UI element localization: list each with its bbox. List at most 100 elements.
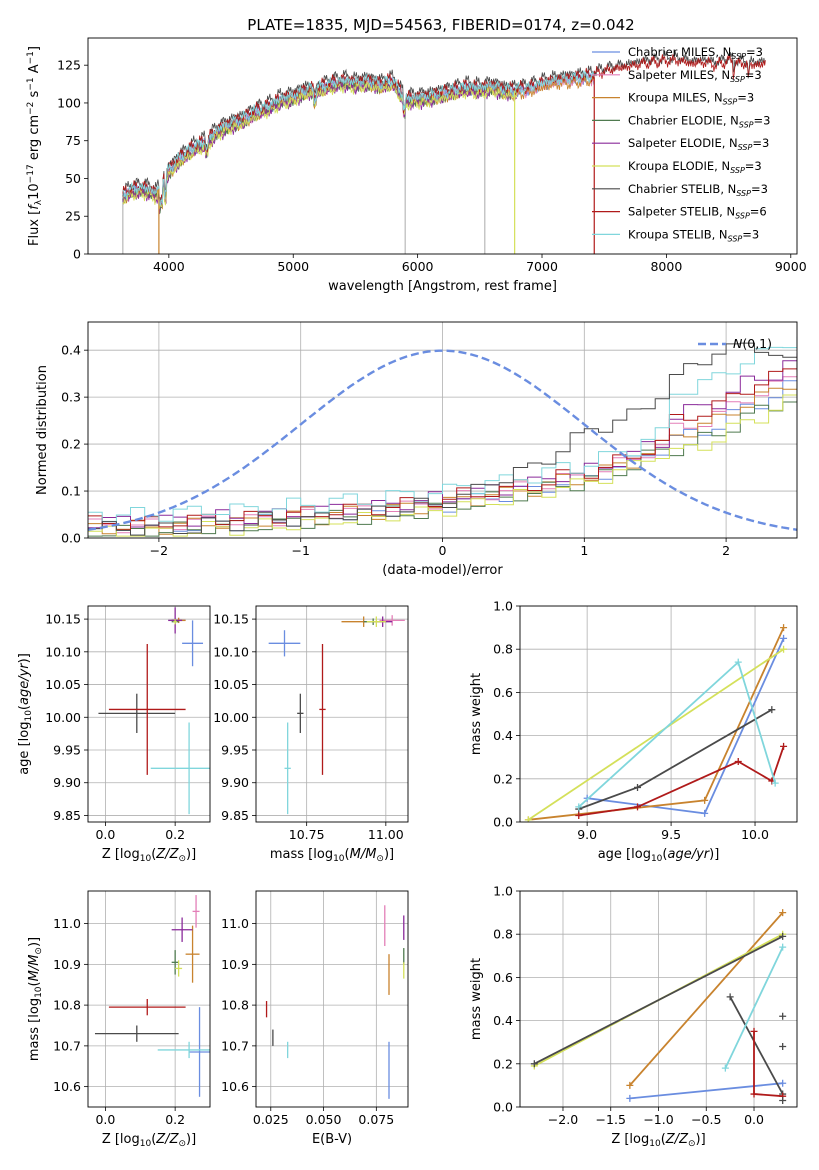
x-tick-label: 0 — [439, 543, 447, 558]
legend-entry: N(0,1) — [733, 336, 772, 351]
y-tick-label: 0.8 — [493, 642, 513, 657]
y-tick-label: 10.15 — [213, 612, 249, 627]
y-tick-label: 0.2 — [493, 771, 513, 786]
label-part: SSP — [730, 166, 745, 175]
label-part: =3 — [754, 113, 771, 127]
label-part: Chabrier STELIB, N — [628, 182, 736, 196]
label-part: Z/Z — [665, 1132, 689, 1147]
label-part: ⊙ — [34, 947, 44, 955]
label-part: mass [log — [270, 847, 333, 862]
mass-weight-marker — [768, 706, 776, 714]
x-tick-label: 7000 — [526, 259, 558, 274]
y-tick-label: 0.4 — [61, 343, 81, 358]
y-tick-label: 9.95 — [221, 743, 249, 758]
histogram-line — [88, 368, 797, 531]
x-tick-label: −2 — [150, 543, 168, 558]
label-part: mass [log — [27, 998, 42, 1061]
mass-weight-vs-metallicity-panel: −2.0 −1.5 −1.0 −0.5 0.0 0.0 0.2 0.4 0.6 0.8 1.0 Z [… — [469, 884, 798, 1149]
axes-frame — [519, 890, 798, 1108]
mass-weight-marker — [530, 1060, 538, 1068]
label-part: ⊙ — [688, 1139, 696, 1149]
y-axis-label: age [log10(age/yr)] — [17, 653, 34, 775]
axes-frame — [87, 321, 798, 539]
label-part: )] — [186, 847, 196, 862]
plot-area — [520, 606, 797, 822]
histogram-line — [88, 336, 797, 522]
legend-entry: Kroupa STELIB, NSSP=3 — [628, 227, 759, 243]
label-part: ⊙ — [178, 854, 186, 864]
x-tick-label: 2 — [722, 543, 730, 558]
label-part: −1 — [26, 51, 36, 64]
label-part: wavelength [Angstrom, rest frame] — [328, 279, 557, 294]
mass-weight-vs-age-panel: 9.0 9.5 10.0 0.0 0.2 0.4 0.6 0.8 1.0 age [log10(a… — [469, 599, 798, 864]
y-tick-label: 10.05 — [45, 677, 81, 692]
y-tick-label: 9.95 — [53, 743, 81, 758]
x-tick-label: −1.0 — [643, 1112, 673, 1127]
label-part: −2 — [26, 102, 36, 115]
label-part: −1 — [26, 77, 36, 90]
label-part: λ — [34, 199, 44, 205]
label-part: mass weight — [469, 673, 484, 755]
label-part: =3 — [746, 45, 763, 59]
x-tick-label: 11.00 — [368, 827, 404, 842]
axes-frame — [87, 890, 211, 1108]
label-part: SSP — [739, 120, 754, 129]
y-tick-label: 11.0 — [221, 916, 249, 931]
label-part: SSP — [731, 52, 746, 61]
y-tick-label: 0 — [73, 247, 81, 262]
x-tick-label: 0.2 — [165, 1112, 185, 1127]
mass-weight-marker — [626, 1081, 634, 1089]
legend-entry: Chabrier ELODIE, NSSP=3 — [628, 113, 770, 129]
axes-frame — [87, 605, 211, 823]
spectrum-panel: 4000 5000 6000 7000 8000 9000 0 25 50 75 100 125 Cha… — [26, 37, 807, 294]
label-part: 10 — [34, 986, 44, 998]
y-axis-label: Flux [fλ10−17 erg cm−2 s−1 A−1] — [26, 46, 44, 246]
age-vs-metallicity-panel: 0.0 0.2 9.85 9.90 9.95 10.00 10.05 10.10 10.15 Z … — [17, 605, 211, 864]
mass-weight-marker — [780, 634, 788, 642]
gaussian-curve — [88, 349, 797, 531]
label-part: )] — [384, 847, 394, 862]
label-part: 10 — [333, 854, 345, 864]
plot-area — [256, 891, 408, 1107]
label-part: f — [27, 203, 42, 210]
mass-weight-marker — [634, 783, 642, 791]
label-part: s — [27, 90, 42, 101]
label-part: ( — [661, 1132, 666, 1147]
label-part: SSP — [735, 212, 750, 221]
y-tick-label: 0.6 — [493, 685, 513, 700]
plot-area — [88, 606, 210, 822]
label-part: =3 — [745, 68, 762, 82]
y-tick-label: 9.90 — [221, 775, 249, 790]
y-tick-label: 9.85 — [53, 808, 81, 823]
label-part: (0,1) — [742, 336, 772, 351]
y-tick-label: 10.10 — [45, 644, 81, 659]
y-tick-label: 10.6 — [53, 1079, 81, 1094]
label-part: 10 — [140, 854, 152, 864]
mass-weight-line — [729, 996, 784, 1095]
mass-weight-marker — [634, 803, 642, 811]
label-part: Kroupa STELIB, N — [628, 227, 728, 241]
x-tick-label: 8000 — [650, 259, 682, 274]
label-part: ( — [27, 981, 42, 986]
mass-weight-line — [587, 638, 785, 815]
x-tick-label: 0.2 — [165, 827, 185, 842]
x-tick-label: 0.050 — [306, 1112, 342, 1127]
label-part: 10 — [651, 854, 663, 864]
label-part: ( — [662, 847, 667, 862]
label-part: )] — [709, 847, 719, 862]
label-part: M/M — [350, 847, 377, 862]
mass-weight-marker — [734, 658, 742, 666]
x-tick-label: −2.0 — [548, 1112, 578, 1127]
label-part: 10 — [140, 1139, 152, 1149]
label-part: M/M — [27, 955, 42, 982]
x-axis-label: E(B-V) — [312, 1132, 352, 1147]
y-tick-label: 0.1 — [61, 484, 81, 499]
label-part: =6 — [750, 205, 767, 219]
label-part: Chabrier ELODIE, N — [628, 113, 739, 127]
x-axis-label: Z [log10(Z/Z⊙)] — [611, 1132, 705, 1149]
label-part: Normed distribution — [35, 365, 50, 495]
label-part: =3 — [737, 91, 754, 105]
y-tick-label: 10.05 — [213, 677, 249, 692]
mass-weight-line — [527, 648, 785, 821]
plot-area — [88, 891, 210, 1107]
